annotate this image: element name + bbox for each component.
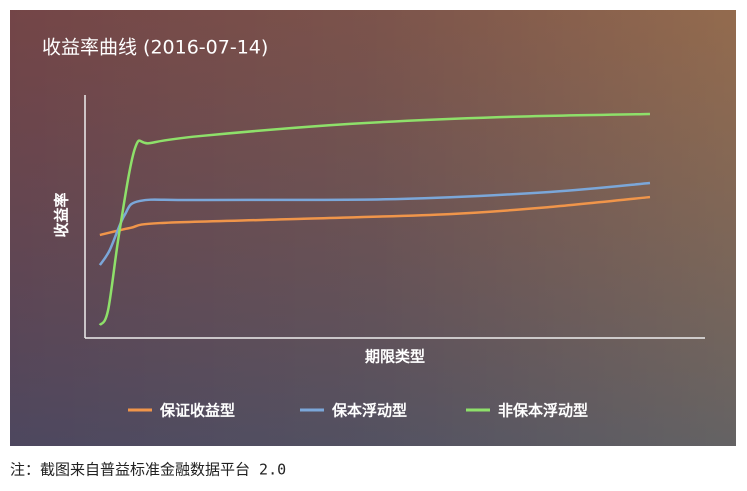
legend: 保证收益型 保本浮动型 非保本浮动型 <box>128 402 588 420</box>
series-line <box>98 181 651 266</box>
y-axis-label: 收益率 <box>53 192 71 237</box>
series-line <box>99 195 651 237</box>
chart-title: 收益率曲线 (2016-07-14) <box>42 37 268 59</box>
x-axis-label: 期限类型 <box>365 348 425 366</box>
note: 注：截图来自普益标准金融数据平台 2.0 <box>10 461 286 479</box>
legend-label: 非保本浮动型 <box>498 402 588 420</box>
plot <box>98 112 651 326</box>
series-line <box>98 112 651 326</box>
legend-label: 保本浮动型 <box>331 402 407 420</box>
legend-label: 保证收益型 <box>159 402 235 420</box>
